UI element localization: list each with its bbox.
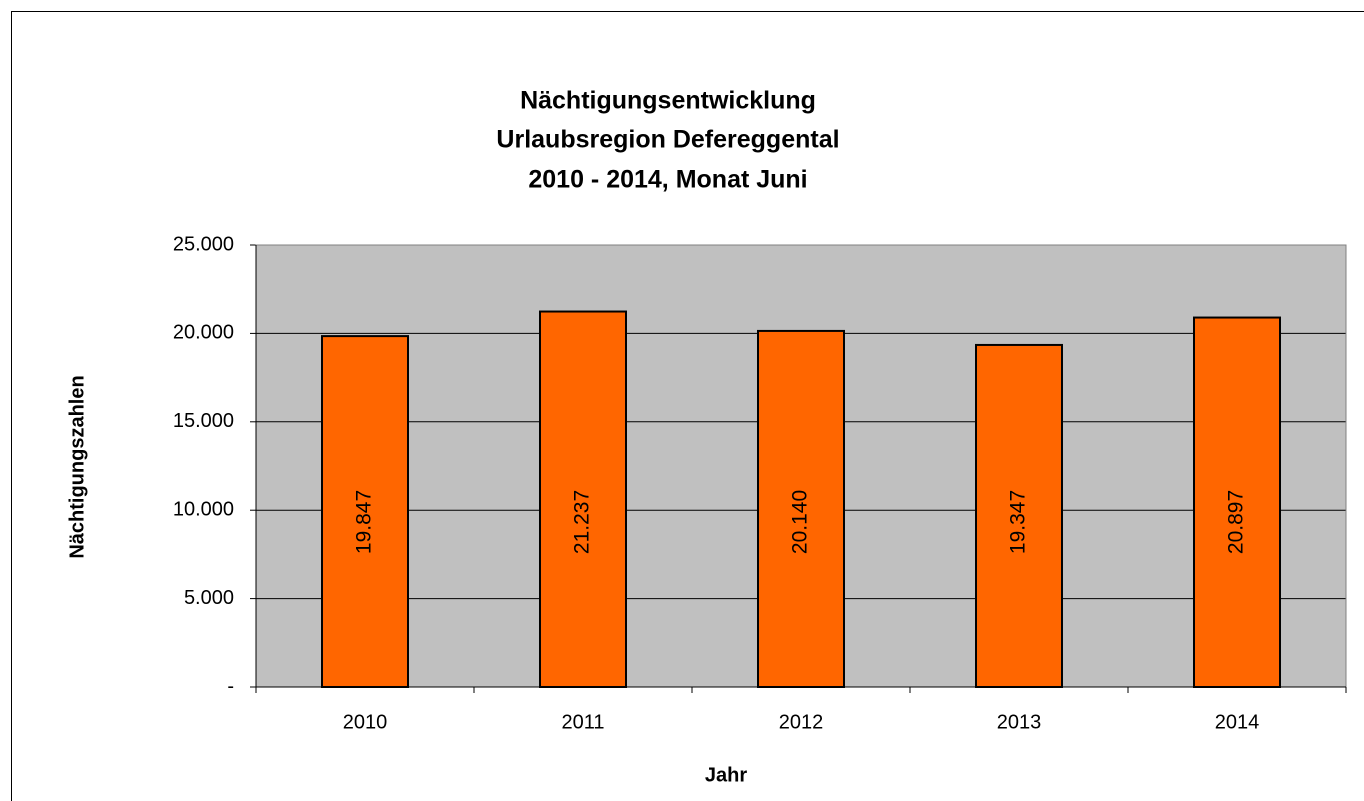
y-tick-label: 20.000 [173, 322, 234, 344]
x-tick-label: 2012 [779, 711, 824, 733]
x-tick-label: 2013 [997, 711, 1042, 733]
bar [757, 329, 845, 688]
data-label: 21.237 [571, 490, 594, 554]
y-tick-label: 10.000 [173, 498, 234, 520]
bar [975, 343, 1063, 688]
x-axis-label: Jahr [705, 764, 747, 786]
data-label: 19.347 [1007, 490, 1030, 554]
data-label: 20.897 [1225, 490, 1248, 554]
bar [321, 335, 409, 688]
x-tick-label: 2011 [561, 711, 604, 733]
y-tick-label: 15.000 [173, 410, 234, 432]
data-label: 19.847 [353, 490, 376, 554]
data-label: 20.140 [789, 490, 812, 554]
chart-title: Nächtigungsentwicklung [520, 87, 816, 115]
bar [1193, 316, 1281, 688]
y-tick-label: - [227, 675, 234, 697]
y-tick-label: 25.000 [173, 233, 234, 255]
y-axis-label: Nächtigungszahlen [66, 375, 88, 558]
chart-title: Urlaubsregion Defereggental [496, 126, 839, 154]
y-tick-label: 5.000 [184, 587, 234, 609]
x-tick-label: 2014 [1215, 711, 1260, 733]
chart-title: 2010 - 2014, Monat Juni [528, 166, 807, 194]
x-tick-label: 2010 [343, 711, 388, 733]
bar [539, 310, 627, 688]
